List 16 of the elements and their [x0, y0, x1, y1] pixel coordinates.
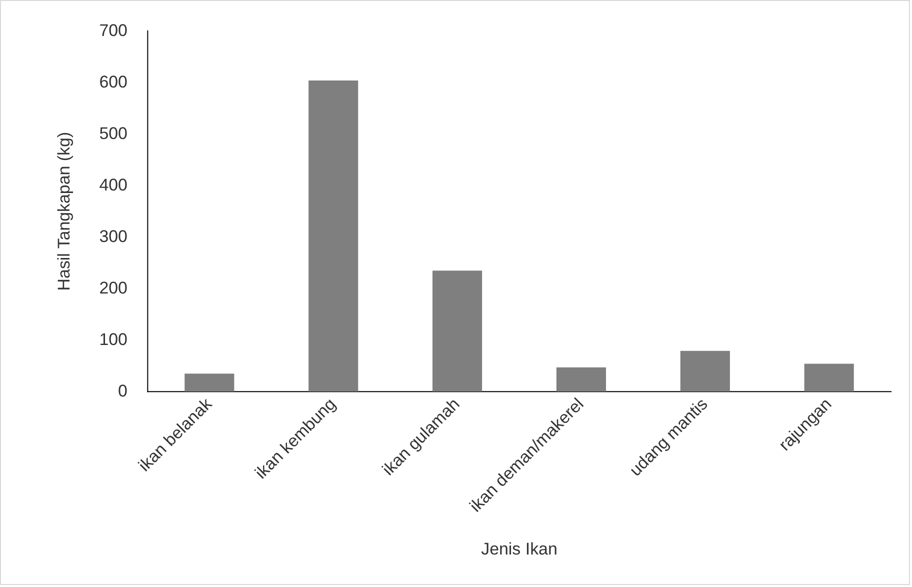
y-tick-label: 600 [99, 72, 128, 92]
x-axis-title: Jenis Ikan [481, 540, 558, 559]
bar [308, 80, 358, 392]
y-tick-label: 300 [99, 226, 128, 246]
y-tick-label: 100 [99, 330, 128, 349]
bar [680, 350, 730, 392]
y-tick-label: 500 [99, 124, 128, 143]
bar [184, 374, 234, 392]
bar [432, 270, 482, 392]
y-tick-label: 0 [118, 381, 128, 400]
y-tick-label: 400 [99, 175, 128, 194]
bar [804, 364, 854, 392]
y-tick-label: 700 [99, 20, 128, 40]
y-axis-title: Hasil Tangkapan (kg) [54, 132, 74, 291]
bar [556, 367, 606, 392]
y-tick-label: 200 [99, 278, 128, 298]
